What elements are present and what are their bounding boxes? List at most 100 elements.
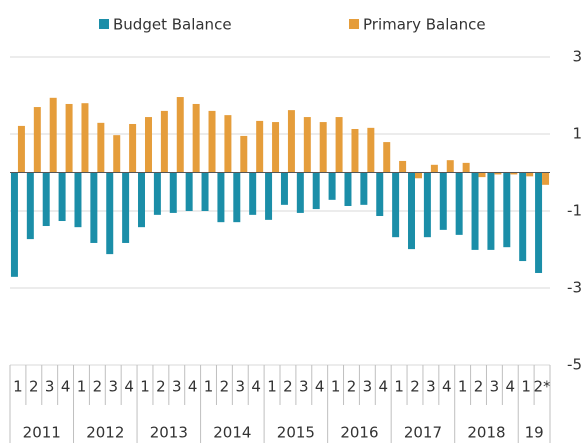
bar — [415, 172, 422, 179]
bar — [542, 172, 550, 185]
bar — [367, 127, 375, 173]
bar — [312, 172, 320, 210]
x-tick-label: 2* — [534, 378, 552, 396]
bar — [240, 135, 248, 173]
x-tick-label: 2 — [283, 378, 293, 396]
bar — [408, 172, 415, 250]
bar — [201, 172, 209, 211]
x-tick-label: 2 — [220, 378, 230, 396]
bar — [97, 122, 105, 173]
year-label: 2013 — [150, 424, 188, 442]
bar — [169, 172, 177, 213]
y-tick-label: -3 — [567, 279, 582, 297]
bar — [160, 110, 168, 173]
bar — [176, 97, 184, 173]
bar — [265, 172, 273, 220]
x-tick-label: 3 — [363, 378, 373, 396]
bar — [430, 164, 438, 173]
bar — [153, 172, 161, 215]
year-label: 2011 — [23, 424, 61, 442]
x-tick-label: 4 — [506, 378, 516, 396]
x-tick-label: 1 — [394, 378, 404, 396]
bar — [319, 122, 327, 173]
bar — [65, 103, 73, 173]
x-tick-label: 3 — [236, 378, 246, 396]
x-tick-label: 4 — [442, 378, 452, 396]
year-label: 19 — [525, 424, 544, 442]
bar — [439, 172, 447, 230]
x-tick-label: 4 — [315, 378, 325, 396]
x-tick-label: 2 — [474, 378, 484, 396]
bar — [510, 172, 518, 175]
x-tick-label: 3 — [299, 378, 309, 396]
x-tick-label: 4 — [61, 378, 71, 396]
bar — [423, 172, 431, 238]
bar — [217, 172, 225, 223]
bar — [129, 123, 137, 173]
bar — [462, 162, 470, 173]
y-tick-label: 3 — [572, 48, 582, 66]
x-tick-label: 1 — [521, 378, 531, 396]
bar — [272, 122, 280, 173]
x-tick-label: 1 — [77, 378, 87, 396]
legend-swatch — [349, 19, 359, 29]
x-tick-label: 1 — [13, 378, 23, 396]
bar — [33, 107, 41, 173]
bar — [233, 172, 241, 223]
bar — [17, 125, 25, 173]
year-label: 2017 — [404, 424, 442, 442]
bar — [10, 172, 18, 277]
x-tick-label: 2 — [156, 378, 166, 396]
bar — [494, 172, 502, 175]
bar — [74, 172, 82, 228]
y-tick-label: -1 — [567, 202, 582, 220]
bar — [455, 172, 463, 235]
legend-label: Primary Balance — [363, 16, 486, 34]
bar — [192, 103, 200, 173]
x-tick-label: 3 — [108, 378, 118, 396]
x-tick-label: 2 — [347, 378, 357, 396]
bar — [376, 172, 384, 217]
bar — [49, 97, 57, 173]
bar — [296, 172, 304, 213]
x-tick-label: 2 — [29, 378, 39, 396]
bar — [471, 172, 479, 250]
bar — [335, 117, 343, 173]
bar — [145, 117, 152, 173]
x-tick-label: 3 — [172, 378, 182, 396]
bar — [224, 115, 232, 173]
bar — [328, 172, 336, 200]
y-tick-label: 1 — [572, 125, 582, 143]
bar — [478, 172, 486, 178]
bar — [58, 172, 66, 222]
y-tick-label: -5 — [567, 356, 582, 374]
bar — [113, 135, 121, 173]
x-tick-label: 1 — [458, 378, 468, 396]
bar — [90, 172, 98, 243]
year-label: 2016 — [340, 424, 378, 442]
year-label: 2012 — [86, 424, 124, 442]
x-tick-label: 1 — [204, 378, 214, 396]
bar — [526, 172, 534, 177]
bar — [106, 172, 114, 255]
bar — [185, 172, 193, 211]
bar — [287, 110, 295, 173]
bar — [26, 172, 34, 240]
bar — [280, 172, 288, 205]
x-tick-label: 3 — [490, 378, 500, 396]
year-label: 2015 — [277, 424, 315, 442]
x-tick-label: 1 — [331, 378, 341, 396]
bar — [256, 120, 264, 173]
x-tick-label: 3 — [45, 378, 55, 396]
bar — [360, 172, 368, 205]
bar — [81, 103, 89, 173]
bar — [519, 172, 527, 262]
x-tick-label: 4 — [251, 378, 261, 396]
x-tick-label: 4 — [378, 378, 388, 396]
bar — [383, 142, 391, 173]
bar — [503, 172, 511, 248]
bar — [487, 172, 495, 250]
bar — [344, 172, 352, 206]
bar — [535, 172, 543, 273]
